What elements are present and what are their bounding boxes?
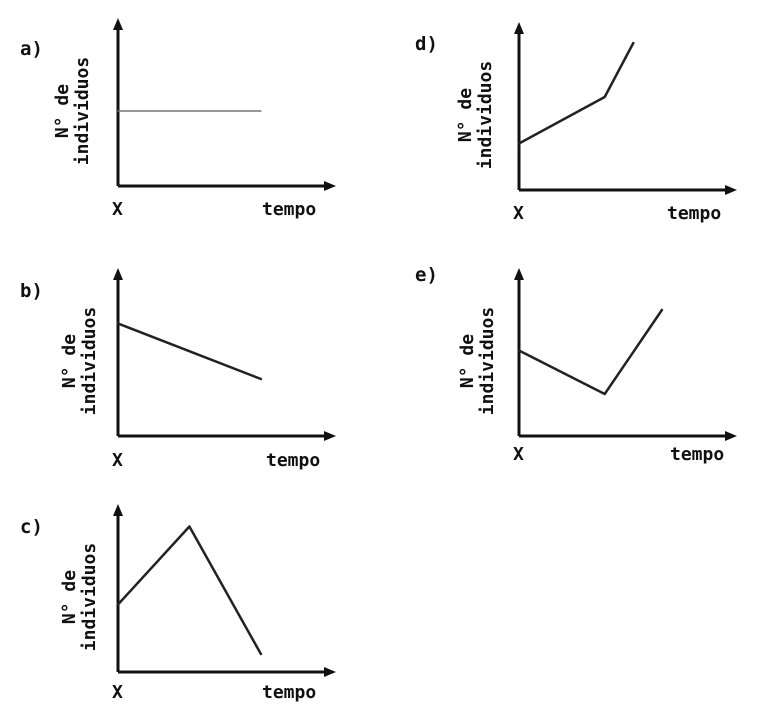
x-axis-arrow <box>725 431 737 441</box>
y-axis-arrow <box>514 22 524 34</box>
y-axis-label-line2: individuos <box>477 307 498 415</box>
y-axis-arrow <box>113 18 123 30</box>
y-axis-arrow <box>113 268 123 280</box>
y-axis-label-line1: N° de <box>455 88 476 142</box>
x-axis-label: tempo <box>262 682 316 703</box>
y-axis-label-line2: individuos <box>475 61 496 169</box>
data-line <box>116 322 263 381</box>
x-axis-label: tempo <box>670 444 724 465</box>
y-axis-label-line1: N° de <box>59 570 80 624</box>
y-axis-label-line2: individuos <box>79 543 100 651</box>
x-axis-arrow <box>725 185 737 195</box>
panel-letter: d) <box>415 33 438 55</box>
y-axis-arrow <box>113 504 123 516</box>
origin-label: X <box>513 203 524 224</box>
x-axis-label: tempo <box>262 199 316 220</box>
chart-panel: b) N° de individuos X tempo <box>20 268 336 471</box>
x-axis-arrow <box>324 667 336 677</box>
panel-letter: a) <box>20 38 43 60</box>
data-line <box>116 525 263 656</box>
y-axis-label-line2: individuos <box>79 307 100 415</box>
y-axis-label-line1: N° de <box>52 84 73 138</box>
origin-label: X <box>112 199 123 220</box>
panel-letter: e) <box>415 264 438 286</box>
origin-label: X <box>112 450 123 471</box>
chart-panel: d) N° de individuos X tempo <box>415 22 737 224</box>
x-axis-arrow <box>324 431 336 441</box>
x-axis-arrow <box>324 181 336 191</box>
chart-panel: a) N° de individuos X tempo <box>20 18 336 220</box>
panel-letter: c) <box>20 516 43 538</box>
chart-panel: e) N° de individuos X tempo <box>415 264 737 465</box>
data-line <box>517 308 664 396</box>
data-line <box>517 41 635 145</box>
y-axis-label-line1: N° de <box>59 334 80 388</box>
y-axis-label-line1: N° de <box>457 334 478 388</box>
y-axis-label-line2: individuos <box>72 57 93 165</box>
x-axis-label: tempo <box>266 450 320 471</box>
origin-label: X <box>513 444 524 465</box>
y-axis-arrow <box>514 268 524 280</box>
chart-panel: c) N° de individuos X tempo <box>20 504 336 703</box>
panel-letter: b) <box>20 280 43 302</box>
x-axis-label: tempo <box>667 203 721 224</box>
origin-label: X <box>112 682 123 703</box>
